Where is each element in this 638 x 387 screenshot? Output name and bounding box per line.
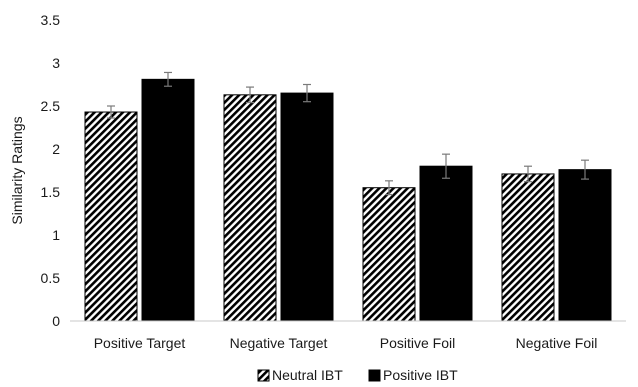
legend: Neutral IBT Positive IBT xyxy=(257,367,458,383)
bar-positive-ibt xyxy=(558,169,612,322)
bar-neutral-ibt xyxy=(84,111,138,322)
legend-swatch-neutral-ibt xyxy=(257,369,270,382)
y-tick-label: 3 xyxy=(52,55,60,71)
y-tick-label: 1.5 xyxy=(41,184,61,200)
legend-label: Positive IBT xyxy=(383,367,458,383)
y-tick-label: 3.5 xyxy=(41,12,61,28)
category-label: Positive Foil xyxy=(380,335,455,351)
bar-positive-ibt xyxy=(280,92,334,322)
legend-swatch-positive-ibt xyxy=(368,369,381,382)
bar-neutral-ibt xyxy=(362,187,416,322)
y-tick-labels: 0 0.5 1 1.5 2 2.5 3 3.5 xyxy=(41,12,61,329)
category-label: Negative Foil xyxy=(516,335,598,351)
category-label: Positive Target xyxy=(94,335,186,351)
bar-neutral-ibt xyxy=(501,173,555,322)
y-axis-title: Similarity Ratings xyxy=(9,116,25,224)
y-tick-label: 0 xyxy=(52,313,60,329)
legend-label: Neutral IBT xyxy=(272,367,343,383)
y-tick-label: 0.5 xyxy=(41,270,61,286)
error-bars xyxy=(107,71,589,196)
category-label: Negative Target xyxy=(230,335,328,351)
y-tick-label: 2 xyxy=(52,141,60,157)
category-labels: Positive Target Negative Target Positive F… xyxy=(94,335,598,351)
bar-neutral-ibt xyxy=(223,94,277,322)
bar-positive-ibt xyxy=(419,165,473,322)
bars xyxy=(84,78,612,322)
y-tick-label: 1 xyxy=(52,227,60,243)
y-tick-label: 2.5 xyxy=(41,98,61,114)
bar-positive-ibt xyxy=(141,78,195,322)
